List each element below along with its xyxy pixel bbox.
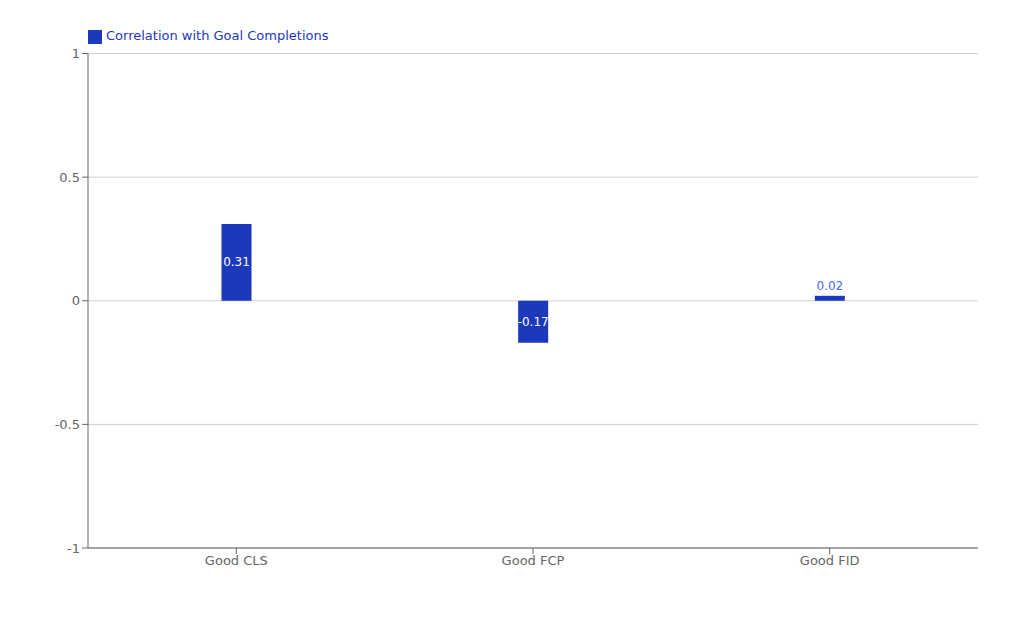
svg-text:Good CLS: Good CLS [205,553,268,568]
svg-text:Good FID: Good FID [800,553,860,568]
svg-text:0.02: 0.02 [816,279,843,293]
html-text:Correlation with Goal Completi: Correlation with Goal Completions [106,28,329,43]
svg-text:0.31: 0.31 [223,255,250,269]
svg-text:-0.5: -0.5 [55,417,80,432]
svg-text:-0.17: -0.17 [518,315,549,329]
svg-text:Good FCP: Good FCP [502,553,565,568]
svg-text:-1: -1 [67,541,80,556]
svg-text:0: 0 [72,293,80,308]
svg-text:1: 1 [72,46,80,61]
svg-text:0.5: 0.5 [59,170,80,185]
